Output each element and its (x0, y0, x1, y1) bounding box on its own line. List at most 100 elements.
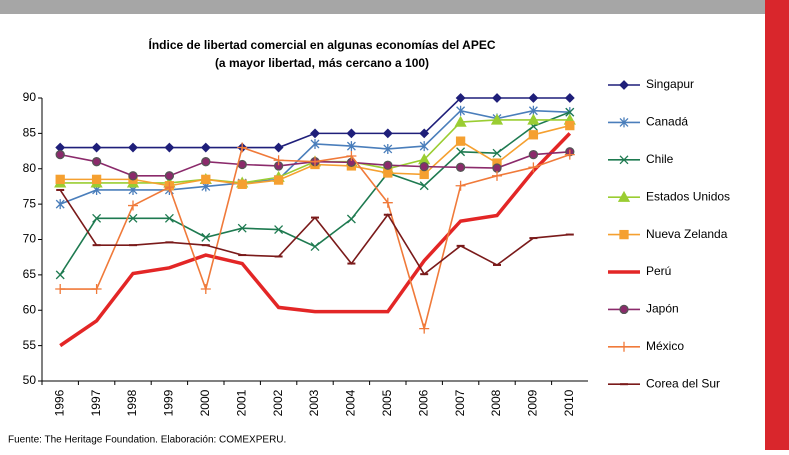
y-tick-label: 55 (23, 338, 37, 352)
y-tick-label: 65 (23, 267, 37, 281)
marker (382, 197, 393, 208)
marker (455, 180, 466, 191)
marker (164, 171, 175, 181)
x-tick-label: 2007 (453, 389, 467, 416)
x-tick-label: 1999 (162, 389, 176, 416)
marker (619, 117, 629, 128)
marker (128, 213, 138, 223)
marker (619, 229, 629, 240)
marker (200, 142, 211, 153)
marker (419, 181, 429, 191)
marker (619, 304, 629, 315)
x-tick-label: 2001 (234, 389, 248, 416)
x-tick-label: 2006 (416, 389, 430, 416)
x-tick-label: 2010 (562, 389, 576, 416)
marker (455, 162, 466, 172)
top-bar (0, 0, 765, 14)
legend-label: Nueva Zelanda (646, 227, 728, 241)
marker (164, 182, 175, 193)
marker (164, 213, 174, 223)
marker (382, 128, 393, 139)
marker (346, 141, 356, 152)
marker (419, 141, 429, 152)
marker (273, 142, 284, 153)
marker (419, 169, 429, 180)
marker (528, 149, 539, 160)
x-tick-label: 1997 (89, 389, 103, 416)
x-tick-label: 1998 (125, 389, 139, 416)
chart-subtitle: (a mayor libertad, más cercano a 100) (215, 56, 429, 70)
x-tick-label: 2004 (344, 389, 358, 416)
series-line (59, 132, 572, 348)
marker (565, 107, 575, 117)
marker (419, 323, 430, 334)
marker (490, 113, 504, 125)
y-tick-label: 90 (23, 90, 37, 104)
marker (91, 142, 102, 153)
y-tick-label: 60 (23, 302, 37, 316)
marker (619, 155, 629, 165)
y-tick-label: 75 (23, 196, 37, 210)
marker (91, 284, 102, 295)
legend-label: Estados Unidos (646, 189, 730, 203)
x-tick-label: 2005 (380, 389, 394, 416)
marker (454, 115, 467, 127)
marker (237, 179, 247, 189)
marker (528, 130, 539, 140)
marker (619, 341, 629, 352)
source-note: Fuente: The Heritage Foundation. Elabora… (8, 435, 286, 446)
marker (346, 151, 357, 162)
marker (91, 157, 102, 167)
marker (455, 93, 466, 103)
marker (310, 138, 320, 149)
marker (383, 143, 393, 154)
marker (201, 157, 211, 167)
marker (419, 161, 429, 172)
marker (527, 113, 540, 125)
marker (273, 155, 284, 166)
marker (565, 120, 575, 131)
marker (383, 168, 393, 178)
legend-label: Canadá (646, 115, 688, 129)
marker (237, 223, 247, 233)
marker (492, 170, 502, 181)
y-tick-label: 70 (23, 232, 37, 246)
marker (273, 175, 284, 185)
x-tick-label: 2008 (489, 389, 503, 416)
marker (528, 93, 539, 103)
marker (310, 242, 320, 252)
marker (128, 171, 138, 181)
marker (55, 149, 65, 160)
marker (310, 156, 320, 167)
marker (455, 136, 466, 146)
marker (201, 174, 211, 185)
marker (200, 284, 211, 295)
chart-title: Índice de libertad comercial en algunas … (149, 37, 496, 52)
marker (274, 225, 284, 235)
marker (346, 128, 357, 139)
x-tick-label: 2002 (271, 389, 285, 416)
marker (310, 128, 320, 139)
marker (237, 159, 247, 170)
marker (55, 284, 66, 295)
marker (492, 148, 502, 158)
y-tick-label: 80 (23, 161, 37, 175)
marker (346, 214, 356, 224)
x-tick-label: 2000 (198, 389, 212, 416)
marker (91, 174, 102, 185)
marker (237, 142, 248, 153)
legend-label: Corea del Sur (646, 376, 720, 390)
y-tick-label: 50 (23, 373, 37, 387)
marker (456, 147, 466, 157)
marker (201, 232, 211, 242)
marker (128, 200, 138, 211)
marker (383, 160, 393, 170)
legend-label: Perú (646, 264, 671, 278)
x-tick-label: 2009 (526, 389, 540, 416)
marker (456, 105, 466, 116)
y-tick-label: 85 (23, 126, 37, 140)
marker (92, 213, 102, 223)
marker (419, 128, 430, 139)
marker (492, 93, 502, 103)
